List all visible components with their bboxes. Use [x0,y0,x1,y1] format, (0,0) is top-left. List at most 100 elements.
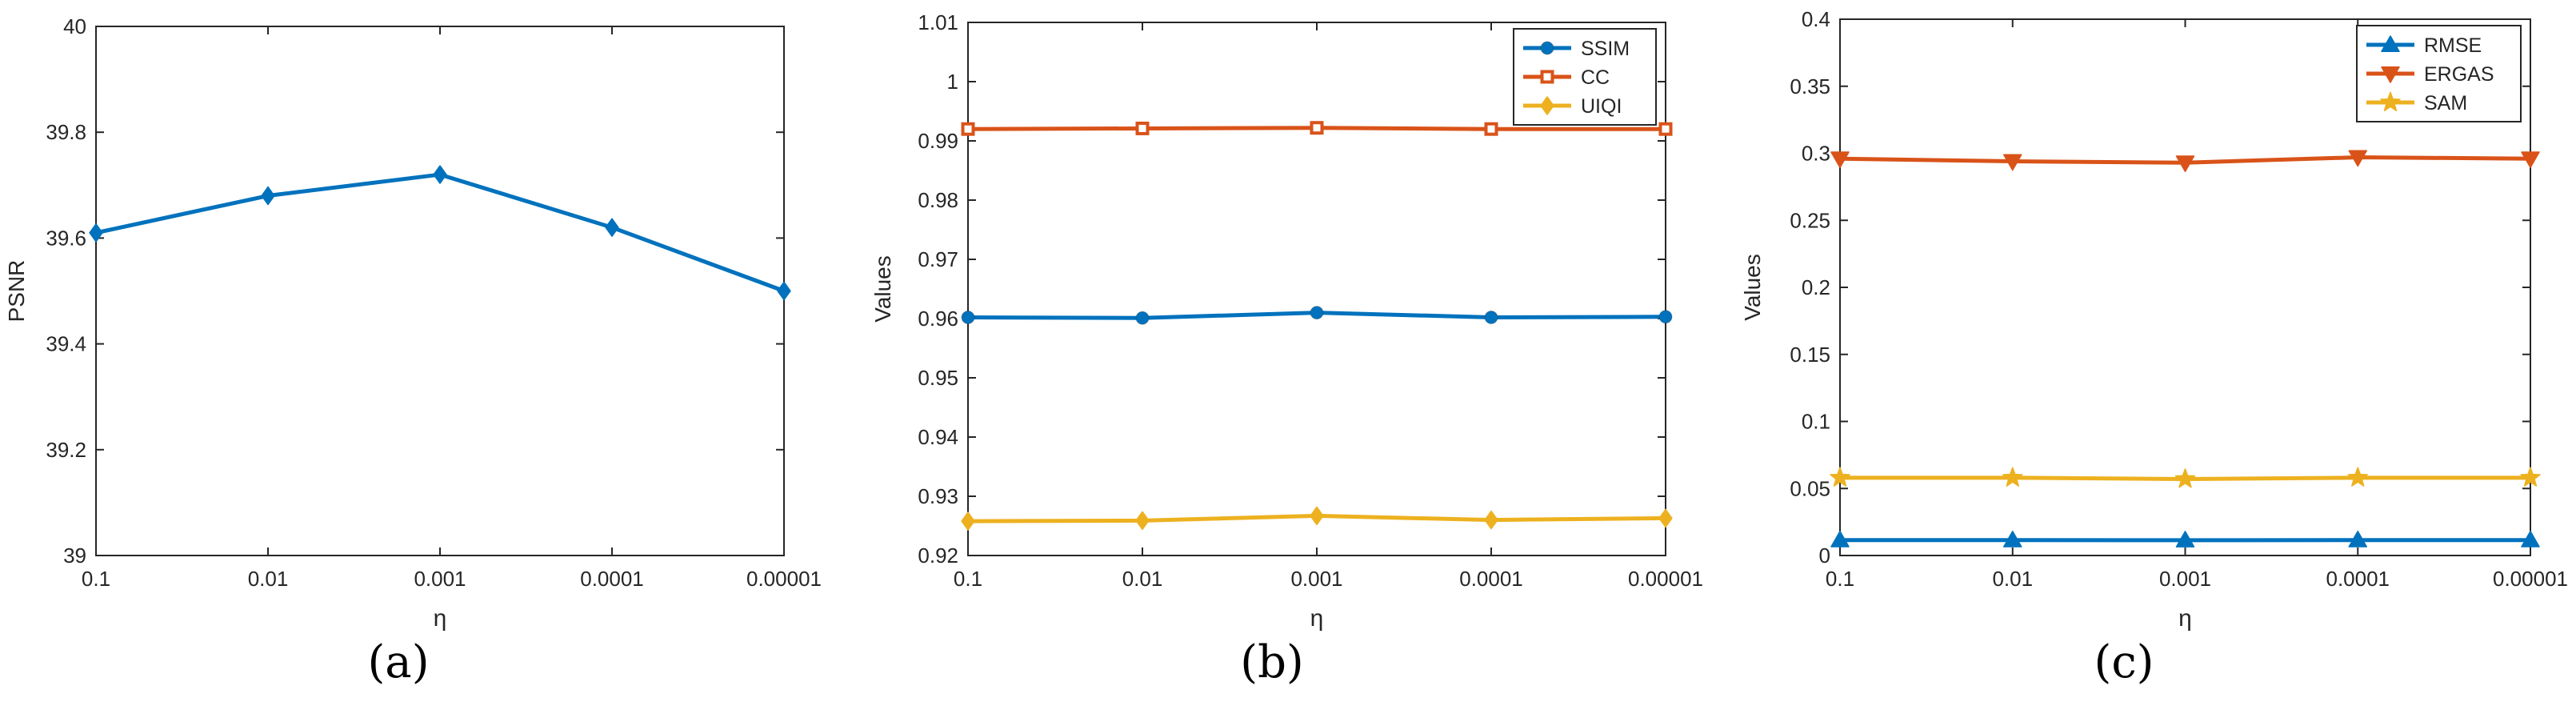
data-point-uiqi [1135,511,1150,531]
y-axis-label: PSNR [4,260,29,323]
legend-item-ssim: SSIM [1523,38,1630,60]
y-tick-label: 0.3 [1802,142,1830,166]
series-cc [961,121,1673,136]
y-axis-label: Values [1740,254,1765,321]
y-tick-label: 1 [947,70,958,94]
y-tick-label: 0.93 [918,484,958,508]
chart-panel-c: 0 0.05 0.1 0.15 0.2 0.25 0.3 0.35 0.4 0.1 0.01 0.00… [1740,7,2568,688]
series-sam [1830,467,2541,488]
y-tick-label: 0.2 [1802,275,1830,299]
data-point-psnr [89,223,103,243]
data-point-rmse [1830,530,1850,548]
data-point-uiqi [961,511,975,531]
y-tick-label: 0.92 [918,544,958,568]
data-point-ssim [1658,310,1673,324]
data-point-uiqi [1658,508,1673,528]
panel-caption: (b) [1240,636,1304,688]
y-axis-label: Values [870,255,895,323]
y-tick-label: 0.98 [918,188,958,212]
data-point-sam [2174,468,2196,488]
data-point-sam [2002,467,2023,487]
data-point-psnr [433,165,447,184]
y-tick-label: 0.4 [1802,7,1830,31]
data-point-ssim [1135,311,1150,325]
plot-area [95,26,785,556]
legend-item-cc: CC [1523,66,1610,89]
legend-label: UIQI [1581,95,1622,118]
data-point-psnr [777,281,791,301]
x-axis-label: η [2178,605,2192,632]
series-ergas [1830,150,2540,172]
legend-item-ergas: ERGAS [2366,63,2494,86]
y-tick-label: 0.15 [1790,343,1830,367]
x-axis-label: η [1310,605,1324,632]
data-point-ergas [2521,151,2540,168]
y-tick-label: 0.35 [1790,74,1830,98]
x-tick-label: 0.0001 [1459,567,1523,591]
data-point-sam [1830,467,1850,487]
data-point-rmse [2175,531,2195,548]
data-point-ergas [1830,151,1850,168]
series-rmse [1830,530,2540,548]
y-tick-label: 1.01 [918,10,958,34]
data-point-rmse [2003,530,2022,548]
data-point-cc [1310,121,1324,135]
data-point-uiqi [1310,506,1324,526]
data-point-ssim [1310,306,1324,320]
x-tick-label: 0.1 [1826,567,1854,591]
data-point-psnr [605,218,619,237]
series-psnr [89,165,791,301]
y-tick-label: 0.96 [918,307,958,331]
x-tick-label: 0.1 [954,567,982,591]
y-tick-label: 0.94 [918,425,958,449]
data-point-ergas [2175,155,2195,172]
y-tick-label: 39.6 [46,226,86,250]
x-tick-label: 0.01 [248,567,289,591]
y-tick-label: 39.8 [46,120,86,144]
legend-marker [2381,35,2400,52]
y-tick-label: 39.4 [46,332,86,356]
x-tick-label: 0.1 [82,567,110,591]
legend-label: CC [1581,66,1610,89]
x-tick-label: 0.0001 [580,567,644,591]
y-tick-label: 39.2 [46,438,86,462]
legend-marker [2381,66,2400,83]
legend-label: RMSE [2424,34,2482,57]
data-point-rmse [2348,530,2367,548]
legend-marker [1540,41,1554,55]
legend-marker [1540,70,1554,84]
x-tick-label: 0.001 [414,567,466,591]
chart-panel-a: 39 39.2 39.4 39.6 39.8 40 0.1 0.01 0.001 0.0001 0.… [4,14,822,688]
data-point-ergas [2003,154,2022,171]
x-axis-label: η [434,605,447,632]
y-tick-label: 39 [63,544,86,568]
data-point-ssim [961,311,975,325]
legend-item-uiqi: UIQI [1523,95,1622,118]
x-tick-label: 0.001 [2159,567,2211,591]
legend-label: ERGAS [2424,63,2494,86]
panel-caption: (a) [367,636,429,688]
y-tick-label: 0.97 [918,247,958,271]
panel-caption: (c) [2094,636,2154,688]
y-tick-label: 0.99 [918,129,958,153]
y-tick-label: 0.25 [1790,208,1830,232]
y-tick-label: 0.05 [1790,476,1830,500]
data-point-ssim [1484,311,1498,325]
data-point-rmse [2521,530,2540,548]
chart-panel-b: 0.92 0.93 0.94 0.95 0.96 0.97 0.98 0.99 1 1.01 0.1… [870,10,1703,688]
data-point-cc [961,122,975,136]
x-tick-label: 0.00001 [2493,567,2568,591]
data-point-cc [1658,122,1673,136]
data-point-cc [1484,122,1498,136]
x-tick-label: 0.00001 [746,567,822,591]
legend-item-sam: SAM [2366,91,2467,114]
series-uiqi [961,506,1673,531]
x-tick-label: 0.01 [1992,567,2033,591]
data-point-uiqi [1484,510,1498,530]
x-tick-label: 0.0001 [2326,567,2390,591]
legend-label: SSIM [1581,38,1630,60]
data-point-psnr [261,186,275,206]
x-tick-label: 0.01 [1122,567,1163,591]
series-ssim [961,306,1673,325]
